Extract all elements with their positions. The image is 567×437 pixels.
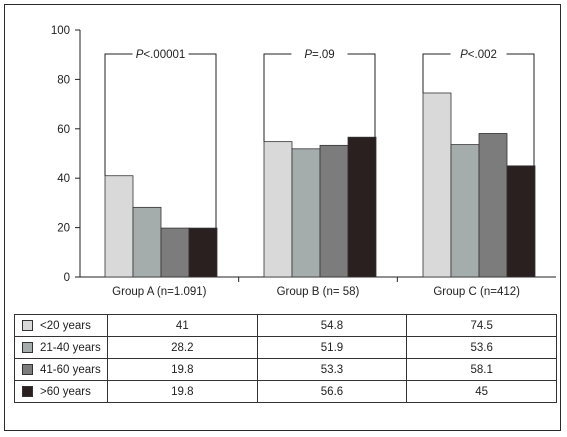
annotation-bg — [291, 47, 348, 61]
p-value-annotation: P=.09 — [304, 49, 334, 61]
table-cell: 19.8 — [107, 358, 258, 381]
bar — [319, 144, 349, 278]
bar — [132, 206, 162, 278]
bar — [104, 175, 134, 278]
legend-cell: <20 years — [14, 314, 108, 337]
bar — [506, 165, 536, 278]
legend-label: 21-40 years — [40, 341, 101, 354]
table-cell: 58.1 — [406, 358, 557, 381]
legend-label: <20 years — [40, 319, 91, 332]
table-cell: 74.5 — [406, 314, 557, 337]
table-cell: 56.6 — [256, 380, 408, 403]
legend-swatch — [22, 320, 33, 331]
legend-cell: 21-40 years — [14, 336, 108, 359]
y-tick-label: 40 — [57, 173, 70, 185]
y-tick-label: 20 — [57, 223, 70, 235]
annotation-bg — [450, 47, 507, 61]
y-tick-label: 0 — [64, 272, 70, 284]
table-cell: 41 — [107, 314, 258, 337]
legend-swatch — [22, 386, 33, 397]
figure-frame — [4, 4, 561, 431]
legend-cell: >60 years — [14, 380, 108, 403]
y-tick-label: 60 — [57, 124, 70, 136]
table-row: 21-40 years 28.2 51.9 53.6 — [14, 336, 557, 359]
bar — [188, 227, 218, 278]
table-row: >60 years 19.8 56.6 45 — [14, 380, 557, 403]
bar — [263, 141, 293, 278]
x-category-label: Group A (n=1.091) — [112, 286, 206, 298]
table-cell: 51.9 — [256, 336, 408, 359]
bar — [347, 136, 377, 278]
legend-cell: 41-60 years — [14, 358, 108, 381]
annotation-bg — [132, 47, 189, 61]
table-cell: 28.2 — [107, 336, 258, 359]
bar — [160, 227, 190, 278]
p-value-annotation: P<.002 — [460, 49, 497, 61]
data-table: <20 years 41 54.8 74.5 21-40 years 28.2 … — [14, 314, 557, 403]
legend-label: 41-60 years — [40, 363, 101, 376]
bar — [422, 92, 452, 278]
bar — [478, 133, 508, 278]
table-row: 41-60 years 19.8 53.3 58.1 — [14, 358, 557, 381]
y-tick-label: 80 — [57, 74, 70, 86]
table-cell: 45 — [406, 380, 557, 403]
x-category-label: Group B (n= 58) — [277, 286, 360, 298]
table-cell: 54.8 — [256, 314, 408, 337]
table-cell: 53.3 — [256, 358, 408, 381]
bar — [291, 148, 321, 278]
legend-swatch — [22, 342, 33, 353]
legend-label: >60 years — [40, 385, 91, 398]
table-row: <20 years 41 54.8 74.5 — [14, 314, 557, 337]
y-tick-label: 100 — [51, 25, 70, 37]
x-category-label: Group C (n=412) — [433, 286, 520, 298]
p-value-annotation: P<.00001 — [136, 49, 186, 61]
legend-swatch — [22, 364, 33, 375]
significance-bracket — [263, 53, 376, 142]
table-cell: 53.6 — [406, 336, 557, 359]
bar — [450, 144, 480, 278]
table-cell: 19.8 — [107, 380, 258, 403]
